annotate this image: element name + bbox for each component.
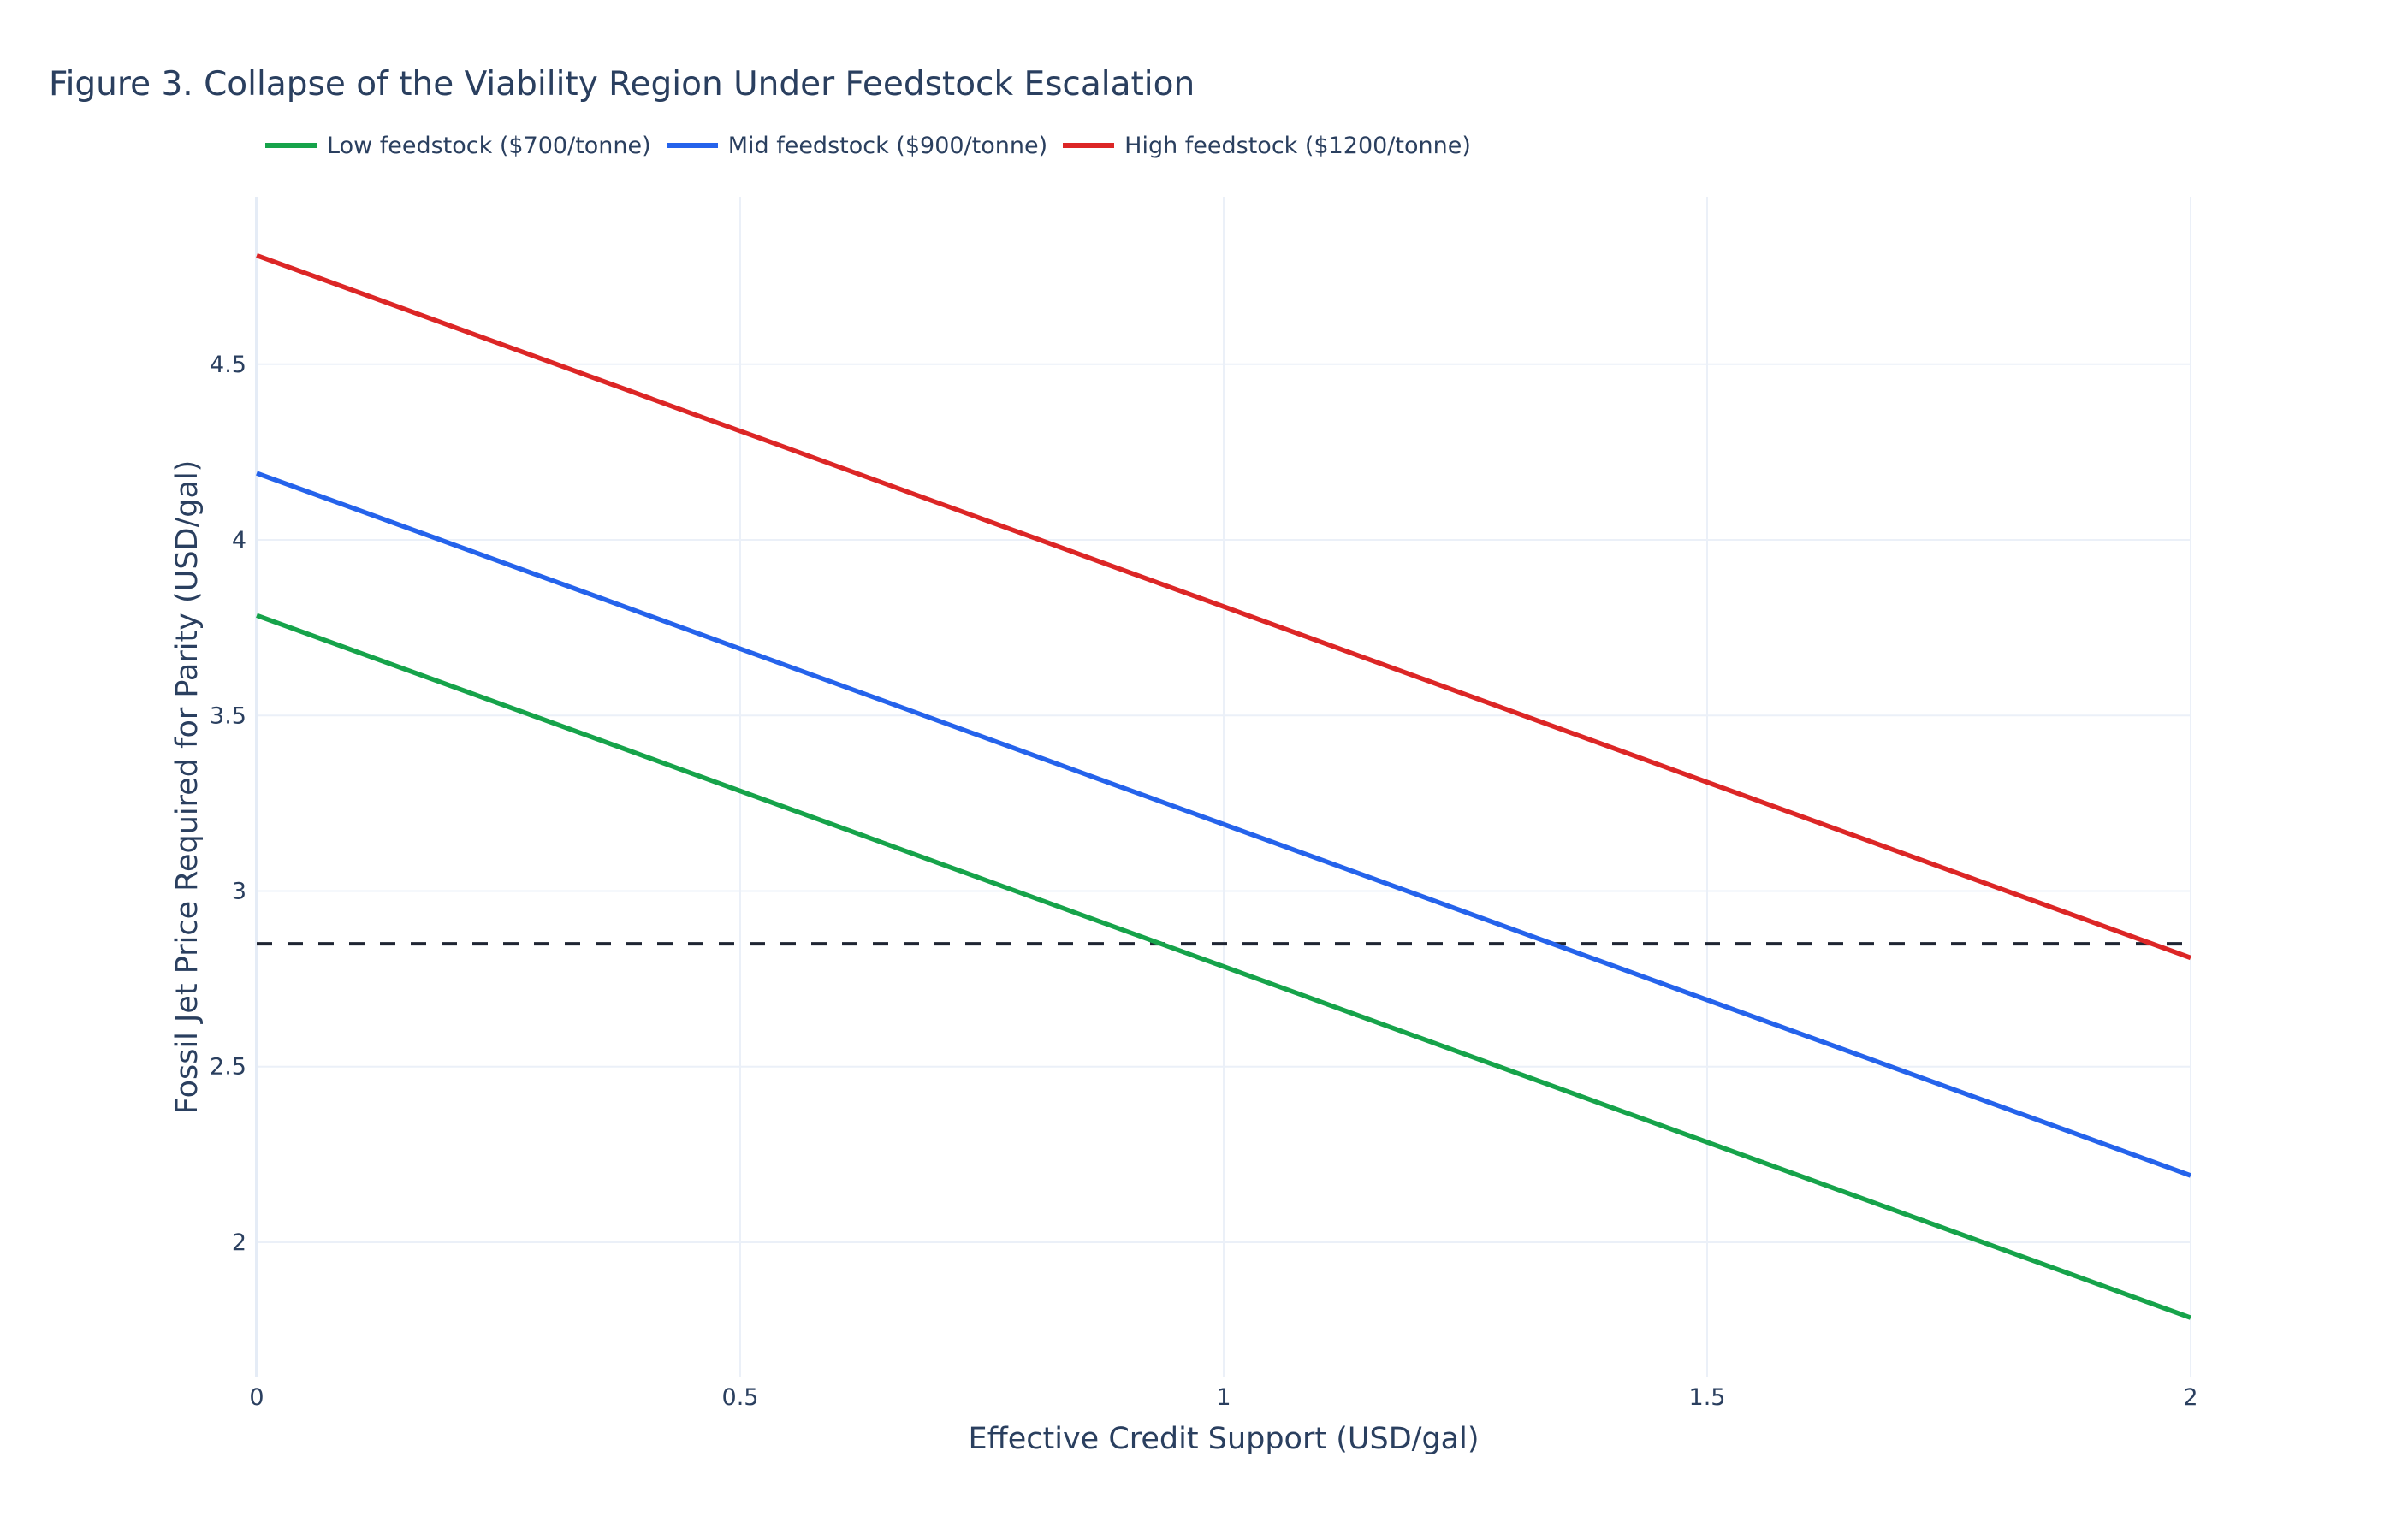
series-line-low [256,613,2191,1320]
x-axis-ticks: 0 0.5 1 1.5 2 [249,1384,2197,1411]
gridlines [257,197,2191,1377]
x-tick-label: 0.5 [722,1384,759,1411]
legend-item-low[interactable]: Low feedstock ($700/tonne) [265,133,651,159]
y-tick-label: 2 [232,1229,246,1256]
series-line-mid [256,471,2191,1178]
legend: Low feedstock ($700/tonne) Mid feedstock… [265,128,1486,163]
legend-swatch-low-icon [265,143,317,148]
legend-label-low: Low feedstock ($700/tonne) [327,132,651,159]
y-tick-label: 3.5 [210,702,246,729]
legend-item-mid[interactable]: Mid feedstock ($900/tonne) [666,132,1048,159]
x-tick-label: 1.5 [1689,1384,1726,1411]
x-tick-label: 1 [1216,1384,1231,1411]
legend-swatch-high-icon [1063,143,1115,148]
legend-swatch-mid-icon [666,143,718,148]
y-axis-title: Fossil Jet Price Required for Parity (US… [170,460,205,1115]
y-tick-label: 4.5 [210,352,246,378]
legend-item-high[interactable]: High feedstock ($1200/tonne) [1063,133,1471,159]
x-tick-label: 2 [2183,1384,2197,1411]
y-tick-label: 3 [232,878,246,904]
series-lines [256,252,2191,1320]
legend-label-mid: Mid feedstock ($900/tonne) [727,132,1048,159]
x-tick-label: 0 [249,1384,264,1411]
chart-title: Figure 3. Collapse of the Viability Regi… [49,65,1195,104]
y-axis-ticks: 2 2.5 3 3.5 4 4.5 [210,352,246,1256]
y-tick-label: 4 [232,527,246,554]
legend-label-high: High feedstock ($1200/tonne) [1124,132,1471,159]
x-axis-title: Effective Credit Support (USD/gal) [969,1422,1480,1456]
y-tick-label: 2.5 [210,1054,246,1081]
series-line-high [256,252,2191,961]
